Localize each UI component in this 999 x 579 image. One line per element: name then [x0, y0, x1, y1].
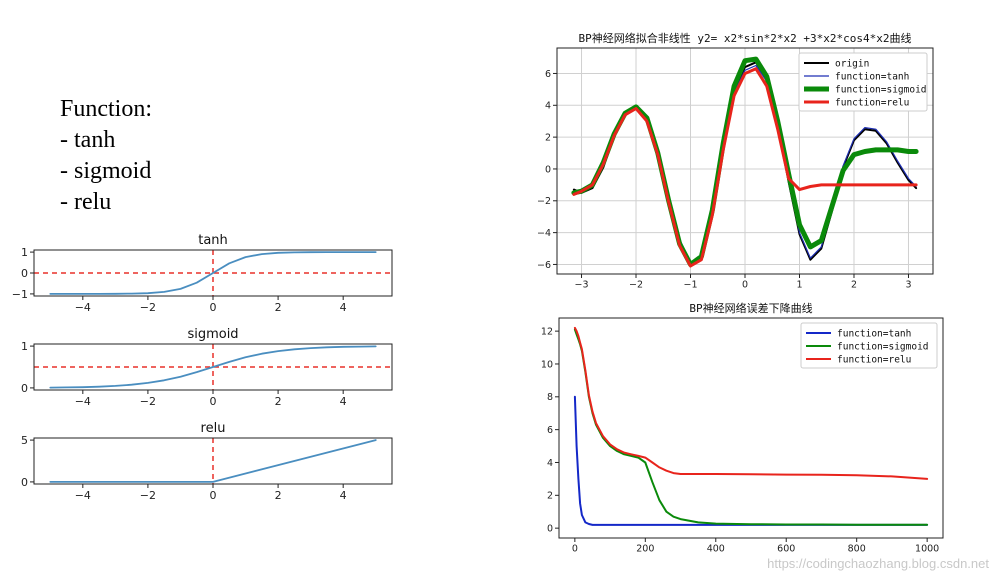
chart-3-legend: [798, 52, 928, 112]
chart-4-series-0: [573, 395, 929, 526]
chart-3-legend-label-2: function=sigmoid: [835, 85, 927, 96]
chart-4-ytick-label-4: 8: [547, 392, 553, 403]
chart-3-ytick-label-1: −4: [537, 228, 551, 239]
chart-3-ytick-label-0: −6: [537, 260, 551, 271]
chart-4-legend-label-1: function=sigmoid: [837, 342, 929, 353]
chart-1-xtick-label-4: 4: [340, 395, 347, 408]
chart-3-ytick-label-2: −2: [537, 196, 551, 207]
chart-2-xtick-label-4: 4: [340, 489, 347, 502]
chart-3-legend-label-1: function=tanh: [835, 72, 909, 83]
chart-1-series-0: [49, 345, 377, 389]
chart-3-xtick-label-0: −3: [575, 280, 589, 291]
chart-0-xtick-label-3: 2: [275, 301, 282, 314]
chart-4-ytick-label-2: 4: [547, 458, 553, 469]
chart-0-xtick-label-0: −4: [75, 301, 91, 314]
chart-4-legend: [800, 322, 938, 369]
chart-2-ytick-label-1: 5: [21, 434, 28, 447]
chart-0-xtick-label-1: −2: [140, 301, 156, 314]
chart-4-xtick-label-0: 0: [572, 544, 578, 555]
chart-3-xtick-label-6: 3: [905, 280, 911, 291]
chart-3-xtick-label-1: −2: [629, 280, 643, 291]
chart-3-legend-label-0: origin: [835, 59, 869, 70]
relu-chart: relu −4 −2 0 2 4 0 5: [21, 421, 393, 502]
error-chart: BP神经网络误差下降曲线 0 200 400 600 800 1000 0 2 4 6 8 10 12 fu…: [541, 301, 944, 555]
chart-1-xtick-label-0: −4: [75, 395, 91, 408]
tanh-chart: tanh −4 −2 0 2 4 −1 0 1: [12, 233, 393, 314]
chart-1-xtick-label-1: −2: [140, 395, 156, 408]
chart-0-ytick-label-1: 0: [21, 267, 28, 280]
chart-4-xtick-label-1: 200: [636, 544, 654, 555]
fit-chart: BP神经网络拟合非线性 y2= x2*sin*2*x2 +3*x2*cos4*x…: [537, 31, 934, 291]
chart-3-xtick-label-3: 0: [742, 280, 748, 291]
chart-4-series-2: [573, 326, 929, 480]
chart-4-legend-label-0: function=tanh: [837, 329, 911, 340]
chart-3-xtick-label-5: 2: [851, 280, 857, 291]
chart-0-ytick-label-2: 1: [21, 246, 28, 259]
chart-1-ytick-label-1: 1: [21, 340, 28, 353]
chart-2-xtick-label-2: 0: [210, 489, 217, 502]
chart-4-ytick-label-6: 12: [541, 326, 553, 337]
chart-4-frame: [558, 317, 944, 539]
chart-3-legend-label-3: function=relu: [835, 98, 909, 109]
chart-1-xtick-label-2: 0: [210, 395, 217, 408]
chart-3-ytick-label-5: 4: [545, 101, 551, 112]
chart-4-xtick-label-4: 800: [848, 544, 866, 555]
sigmoid-chart: sigmoid −4 −2 0 2 4 0 1: [21, 327, 393, 408]
chart-4-legend-label-2: function=relu: [837, 355, 911, 366]
chart-4-ytick-label-1: 2: [547, 491, 553, 502]
chart-2-title: relu: [201, 421, 226, 436]
chart-3-series-3: [572, 67, 918, 268]
chart-4-xtick-label-2: 400: [707, 544, 725, 555]
chart-3-title: BP神经网络拟合非线性 y2= x2*sin*2*x2 +3*x2*cos4*x…: [579, 31, 912, 45]
chart-0-xtick-label-4: 4: [340, 301, 347, 314]
chart-1-ytick-label-0: 0: [21, 382, 28, 395]
chart-4-ytick-label-0: 0: [547, 523, 553, 534]
function-item-sigmoid: - sigmoid: [60, 158, 152, 184]
chart-0-xtick-label-2: 0: [210, 301, 217, 314]
chart-2-xtick-label-1: −2: [140, 489, 156, 502]
chart-3-ytick-label-6: 6: [545, 69, 551, 80]
chart-1-title: sigmoid: [187, 327, 238, 342]
chart-1-xtick-label-3: 2: [275, 395, 282, 408]
chart-2-xtick-label-0: −4: [75, 489, 91, 502]
chart-0-title: tanh: [198, 233, 228, 248]
chart-4-xtick-label-5: 1000: [915, 544, 939, 555]
function-heading: Function:: [60, 96, 153, 122]
function-item-tanh: - tanh: [60, 127, 116, 153]
chart-3-ytick-label-4: 2: [545, 132, 551, 143]
chart-4-title: BP神经网络误差下降曲线: [689, 301, 812, 315]
function-list: Function: - tanh - sigmoid - relu: [60, 94, 152, 218]
chart-0-series-0: [49, 251, 377, 295]
chart-3-ytick-label-3: 0: [545, 164, 551, 175]
chart-4-xtick-label-3: 600: [777, 544, 795, 555]
chart-4-ytick-label-5: 10: [541, 359, 553, 370]
chart-2-xtick-label-3: 2: [275, 489, 282, 502]
chart-2-ytick-label-0: 0: [21, 476, 28, 489]
chart-4-ytick-label-3: 6: [547, 425, 553, 436]
chart-3-xtick-label-2: −1: [683, 280, 697, 291]
watermark: https://codingchaozhang.blog.csdn.net: [767, 556, 989, 571]
chart-3-xtick-label-4: 1: [796, 280, 802, 291]
chart-0-ytick-label-0: −1: [12, 288, 28, 301]
chart-2-series-0: [49, 439, 377, 483]
function-item-relu: - relu: [60, 189, 112, 215]
